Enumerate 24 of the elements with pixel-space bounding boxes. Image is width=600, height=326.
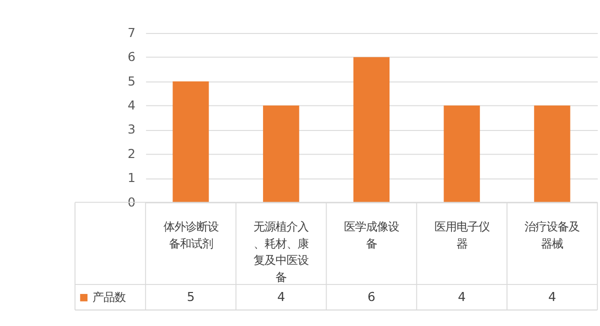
bar [263,106,300,202]
data-label: 6 [368,290,376,304]
y-tick-label: 4 [128,98,136,113]
data-label: 4 [458,290,466,304]
x-tick-label: 医学成像设备 [344,220,399,250]
legend-label: 产品数 [92,290,126,304]
bar [353,57,390,202]
x-tick-label: 无源植介入、耗材、康复及中医设备 [254,220,309,284]
y-tick-label: 2 [128,146,136,161]
data-label: 5 [186,290,195,304]
x-tick-label: 体外诊断设备和试剂 [163,220,218,250]
y-tick-label: 6 [128,50,136,64]
y-tick-label: 3 [128,122,136,137]
y-tick-label: 5 [128,74,136,88]
x-tick-label: 治疗设备及器械 [524,220,580,250]
bar [534,106,570,202]
x-tick-label: 医用电子仪器 [434,220,490,250]
bar [172,81,209,202]
y-tick-label: 7 [128,26,136,40]
y-tick-label: 1 [128,171,136,186]
data-label: 4 [548,290,556,304]
data-label: 4 [277,290,286,304]
bar [444,106,480,202]
y-tick-label: 0 [128,195,136,210]
